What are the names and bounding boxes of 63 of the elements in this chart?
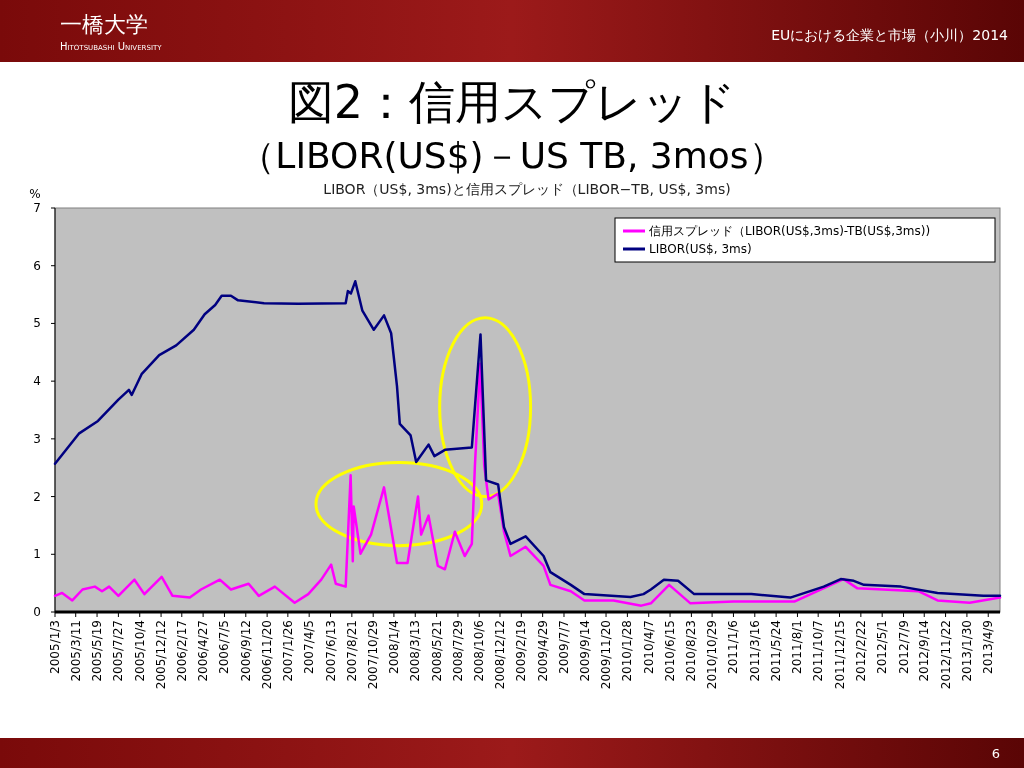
x-tick-label: 2007/1/26 xyxy=(280,620,295,682)
x-tick-label: 2006/2/17 xyxy=(174,620,189,682)
x-tick-label: 2009/9/14 xyxy=(578,620,593,682)
annotation: LIBOR（US$, 3ms)と信用スプレッド（LIBOR−TB, US$, 3ms) xyxy=(323,181,731,197)
x-tick-label: 2005/10/4 xyxy=(132,620,147,682)
x-tick-label: 2011/5/24 xyxy=(769,620,784,682)
x-tick-label: 2008/7/29 xyxy=(450,620,465,682)
x-tick-label: 2012/5/1 xyxy=(875,620,890,674)
x-tick-label: 2009/2/19 xyxy=(514,620,529,682)
x-tick-label: 2005/7/27 xyxy=(111,620,126,682)
x-tick-label: 2008/5/21 xyxy=(429,620,444,682)
x-tick-label: 2006/7/5 xyxy=(217,620,232,674)
x-tick-label: 2010/10/29 xyxy=(705,620,720,690)
title: 図2：信用スプレッド xyxy=(287,75,737,129)
subtitle: （LIBOR(US$)－US TB, 3mos） xyxy=(239,135,785,176)
x-tick-label: 2007/4/5 xyxy=(302,620,317,674)
x-tick-label: 2013/4/9 xyxy=(981,620,996,674)
x-tick-label: 2010/6/15 xyxy=(663,620,678,682)
legend-label: 信用スプレッド（LIBOR(US$,3ms)-TB(US$,3ms)) xyxy=(649,224,931,238)
x-tick-label: 2007/6/13 xyxy=(323,620,338,682)
x-tick-label: 2009/4/29 xyxy=(535,620,550,682)
ylabel: % xyxy=(29,187,41,201)
x-tick-label: 2007/10/29 xyxy=(366,620,381,690)
y-tick-label: 6 xyxy=(33,258,41,273)
y-tick-label: 3 xyxy=(33,431,41,446)
y-tick-label: 1 xyxy=(33,547,41,562)
x-tick-label: 2011/1/6 xyxy=(726,620,741,674)
x-tick-label: 2007/8/21 xyxy=(344,620,359,682)
y-tick-label: 7 xyxy=(33,201,41,215)
x-tick-label: 2012/9/14 xyxy=(917,620,932,682)
x-tick-label: 2008/3/13 xyxy=(408,620,423,682)
x-tick-label: 2005/1/3 xyxy=(48,620,62,674)
x-tick-label: 2011/8/1 xyxy=(790,620,805,674)
y-tick-label: 4 xyxy=(33,374,41,389)
legend-label: LIBOR(US$, 3ms) xyxy=(649,242,752,256)
x-tick-label: 2005/12/12 xyxy=(154,620,169,690)
y-tick-label: 5 xyxy=(33,316,41,331)
x-tick-label: 2009/7/7 xyxy=(556,620,571,674)
x-tick-label: 2010/1/28 xyxy=(620,620,635,682)
y-tick-label: 0 xyxy=(33,605,41,619)
x-tick-label: 2008/10/6 xyxy=(472,620,487,682)
x-tick-label: 2006/4/27 xyxy=(196,620,211,682)
x-tick-label: 2011/3/16 xyxy=(747,620,762,682)
x-tick-label: 2011/10/7 xyxy=(811,620,826,682)
x-tick-label: 2012/7/9 xyxy=(896,620,911,674)
x-tick-label: 2012/2/22 xyxy=(853,620,868,682)
annotation: 6 xyxy=(991,746,1000,761)
x-tick-label: 2005/5/19 xyxy=(90,620,105,682)
x-tick-label: 2010/4/7 xyxy=(641,620,656,674)
x-tick-label: 2012/11/22 xyxy=(938,620,953,690)
x-tick-label: 2013/1/30 xyxy=(959,620,974,682)
x-tick-label: 2010/8/23 xyxy=(684,620,699,682)
annotation: Hitotsubashi University xyxy=(60,41,162,52)
x-tick-label: 2011/12/15 xyxy=(832,620,847,690)
y-tick-label: 2 xyxy=(33,489,41,504)
x-tick-label: 2006/11/20 xyxy=(260,620,275,690)
annotation: 一橋大学 xyxy=(60,12,148,37)
x-tick-label: 2009/11/20 xyxy=(599,620,614,690)
x-tick-label: 2005/3/11 xyxy=(68,620,83,682)
x-tick-label: 2008/1/4 xyxy=(386,620,401,674)
x-tick-label: 2006/9/12 xyxy=(238,620,253,682)
x-tick-label: 2008/12/12 xyxy=(492,620,507,690)
annotation: EUにおける企業と市場（小川）2014 xyxy=(771,27,1008,43)
